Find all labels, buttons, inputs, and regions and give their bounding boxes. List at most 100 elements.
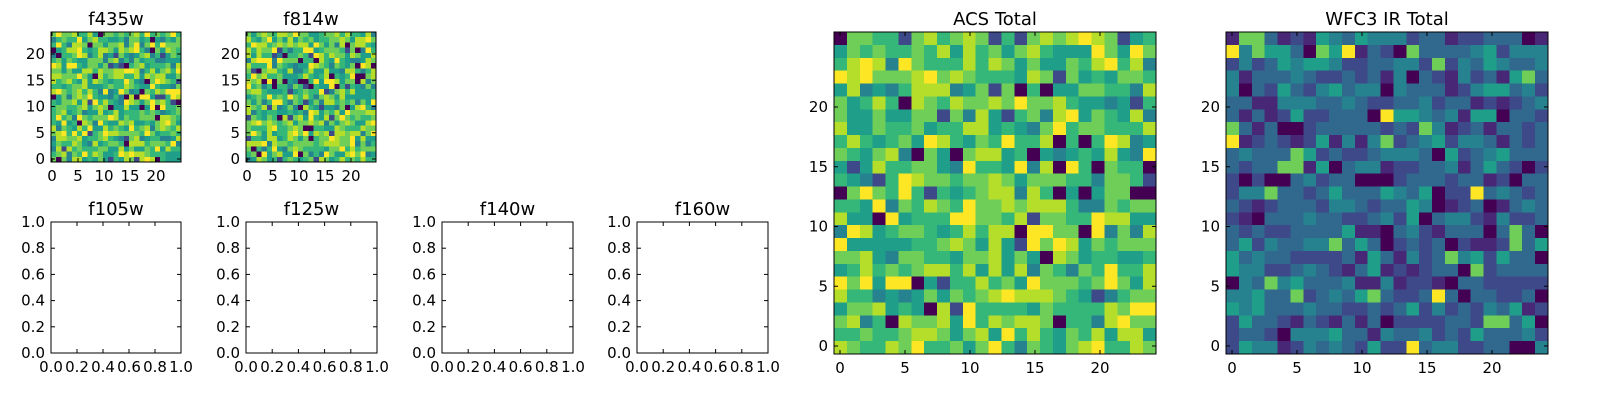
heatmap-cell <box>1143 96 1157 110</box>
heatmap-cell <box>1535 225 1549 239</box>
heatmap-cell <box>885 276 899 290</box>
heatmap-cell <box>1470 135 1484 149</box>
heatmap-cell <box>1251 57 1266 72</box>
heatmap-cell <box>246 136 252 142</box>
heatmap-cell <box>988 250 1002 265</box>
heatmap-cell <box>71 63 78 69</box>
heatmap-cell <box>872 186 886 200</box>
heatmap-cell <box>949 315 964 329</box>
heatmap-cell <box>1001 83 1015 97</box>
heatmap-cell <box>975 122 989 136</box>
heatmap-cell <box>360 68 366 74</box>
y-tick-label: 20 <box>1201 98 1220 116</box>
heatmap-cell <box>1457 289 1472 303</box>
heatmap-cell <box>1457 44 1472 59</box>
heatmap-cell <box>898 173 912 187</box>
heatmap-cell <box>846 135 861 149</box>
heatmap-cell <box>859 122 874 136</box>
heatmap-cell <box>1238 341 1253 355</box>
heatmap-cell <box>1277 57 1291 72</box>
heatmap-cell <box>1104 186 1118 200</box>
heatmap-cell <box>308 151 314 158</box>
heatmap-cell <box>287 130 294 137</box>
heatmap-cell <box>277 120 283 126</box>
heatmap-cell <box>160 151 166 158</box>
heatmap-cell <box>370 120 377 126</box>
heatmap-cell <box>56 99 62 106</box>
heatmap-cell <box>113 89 119 95</box>
heatmap-cell <box>92 32 99 38</box>
heatmap-cell <box>911 122 925 136</box>
heatmap-cell <box>898 263 912 278</box>
heatmap-cell <box>924 147 938 162</box>
heatmap-cell <box>859 135 874 149</box>
heatmap-cell <box>175 42 182 48</box>
heatmap-cell <box>1393 186 1407 200</box>
heatmap-cell <box>365 89 372 95</box>
panel-title: f814w <box>283 9 338 30</box>
heatmap-cell <box>71 120 78 126</box>
heatmap-cell <box>1329 44 1343 59</box>
heatmap-cell <box>1354 276 1369 290</box>
heatmap-cell <box>139 110 145 116</box>
heatmap-cell <box>1354 173 1369 187</box>
heatmap-cell <box>937 135 951 149</box>
heatmap-cell <box>256 104 262 111</box>
heatmap-cell <box>962 147 977 162</box>
heatmap-cell <box>834 341 848 355</box>
heatmap-cell <box>859 199 874 213</box>
heatmap-cell <box>118 73 125 80</box>
heatmap-cell <box>144 104 151 111</box>
heatmap-cell <box>303 156 309 163</box>
heatmap-cell <box>1341 83 1356 97</box>
heatmap-cell <box>134 89 140 95</box>
heatmap-cell <box>962 32 977 46</box>
heatmap-cell <box>339 68 346 74</box>
heatmap-cell <box>51 141 57 147</box>
heatmap-cell <box>139 94 145 100</box>
heatmap-cell <box>266 151 273 158</box>
heatmap-cell <box>1117 173 1131 187</box>
heatmap-cell <box>51 115 57 121</box>
heatmap-cell <box>1251 109 1266 123</box>
heatmap-cell <box>77 125 83 132</box>
heatmap-cell <box>1143 289 1157 303</box>
heatmap-cell <box>1040 328 1054 342</box>
heatmap-cell <box>56 151 62 158</box>
heatmap-cell <box>329 99 335 106</box>
heatmap-cell <box>1027 289 1041 303</box>
heatmap-cell <box>318 78 325 85</box>
heatmap-cell <box>261 125 268 132</box>
heatmap-cell <box>937 186 951 200</box>
heatmap-cell <box>251 63 257 69</box>
heatmap-cell <box>1303 302 1317 316</box>
heatmap-cell <box>77 84 83 90</box>
heatmap-cell <box>256 156 262 163</box>
heatmap-cell <box>329 84 335 90</box>
heatmap-cell <box>1419 225 1433 239</box>
heatmap-cell <box>313 42 320 48</box>
heatmap-cell <box>872 147 886 162</box>
heatmap-cell <box>71 58 78 64</box>
heatmap-cell <box>898 70 912 84</box>
heatmap-cell <box>1130 109 1144 123</box>
heatmap-cell <box>66 32 73 38</box>
heatmap-cell <box>911 44 925 59</box>
heatmap-cell <box>272 47 278 54</box>
heatmap-cell <box>1496 289 1510 303</box>
heatmap-cell <box>350 94 356 100</box>
heatmap-cell <box>272 94 278 100</box>
heatmap-cell <box>924 225 938 239</box>
heatmap-cell <box>129 52 135 59</box>
heatmap-cell <box>1226 212 1240 226</box>
heatmap-cell <box>251 115 257 121</box>
heatmap-cell <box>113 136 119 142</box>
heatmap-cell <box>1117 250 1131 265</box>
heatmap-cell <box>313 141 320 147</box>
heatmap-cell <box>1470 263 1484 278</box>
heatmap-cell <box>846 57 861 72</box>
heatmap-cell <box>77 151 83 158</box>
heatmap-cell <box>71 104 78 111</box>
heatmap-cell <box>123 89 130 95</box>
heatmap-cell <box>1290 83 1304 97</box>
